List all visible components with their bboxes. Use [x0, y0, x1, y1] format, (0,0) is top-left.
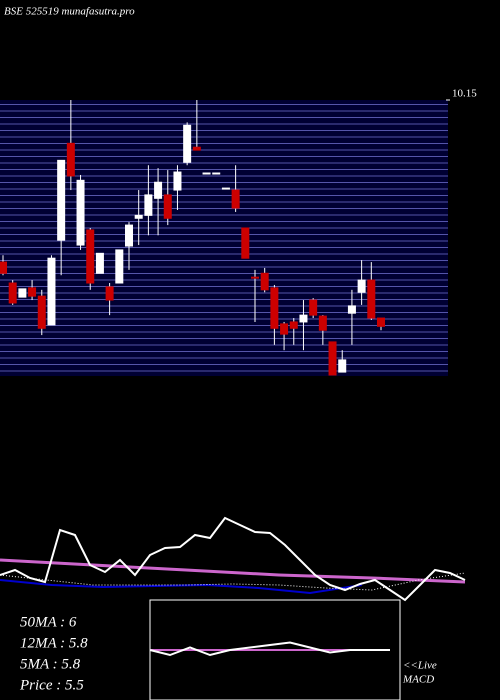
price-band	[0, 100, 448, 376]
candle-body	[270, 287, 279, 329]
candle-body	[251, 276, 259, 279]
candle-body	[328, 341, 337, 376]
candle-body	[212, 172, 221, 175]
indicator-line	[0, 558, 466, 584]
candle-body	[76, 179, 85, 246]
candle-body	[260, 272, 269, 291]
candle-body	[18, 288, 27, 298]
candle-body	[105, 286, 114, 301]
candle-body	[280, 323, 289, 335]
indicator-label: 50MA : 6	[20, 614, 77, 630]
indicator-line	[149, 641, 390, 657]
chart-title: BSE 525519 munafasutra.pro	[4, 6, 135, 18]
candle-body	[299, 314, 308, 323]
candle-body	[357, 279, 366, 293]
candle-body	[144, 194, 153, 216]
candle-body	[241, 227, 250, 259]
candle-body	[173, 171, 182, 191]
candle-body	[309, 299, 318, 316]
candle-body	[47, 257, 56, 326]
candle-body	[125, 224, 133, 247]
candle-body	[377, 317, 385, 327]
candle-body	[221, 187, 230, 190]
candle-body	[8, 282, 17, 304]
candle-body	[57, 159, 66, 241]
candle-body	[154, 181, 163, 199]
y-tick-label: 10.15	[452, 88, 477, 100]
candle-body	[231, 189, 240, 209]
candle-body	[202, 172, 211, 175]
candle-body	[115, 249, 124, 284]
candle-body	[0, 261, 7, 274]
candle-body	[86, 229, 95, 284]
indicator-line	[0, 516, 466, 602]
indicator-label: 5MA : 5.8	[20, 656, 81, 672]
macd-label: <<Live	[403, 660, 437, 672]
candle-body	[192, 146, 201, 151]
indicator-line	[0, 579, 362, 595]
indicator-label: Price : 5.5	[19, 677, 84, 693]
candle-body	[367, 279, 376, 319]
candle-body	[163, 194, 172, 219]
candle-body	[66, 142, 75, 177]
candle-body	[289, 321, 298, 329]
candle-body	[134, 214, 143, 219]
candle-body	[183, 124, 192, 163]
candle-body	[95, 252, 104, 274]
candle-body	[28, 287, 37, 297]
candle-body	[318, 315, 327, 331]
macd-label: MACD	[402, 674, 434, 686]
candle-body	[347, 305, 356, 314]
candle-body	[338, 359, 347, 373]
indicator-label: 12MA : 5.8	[20, 635, 88, 651]
candle-body	[37, 295, 46, 329]
